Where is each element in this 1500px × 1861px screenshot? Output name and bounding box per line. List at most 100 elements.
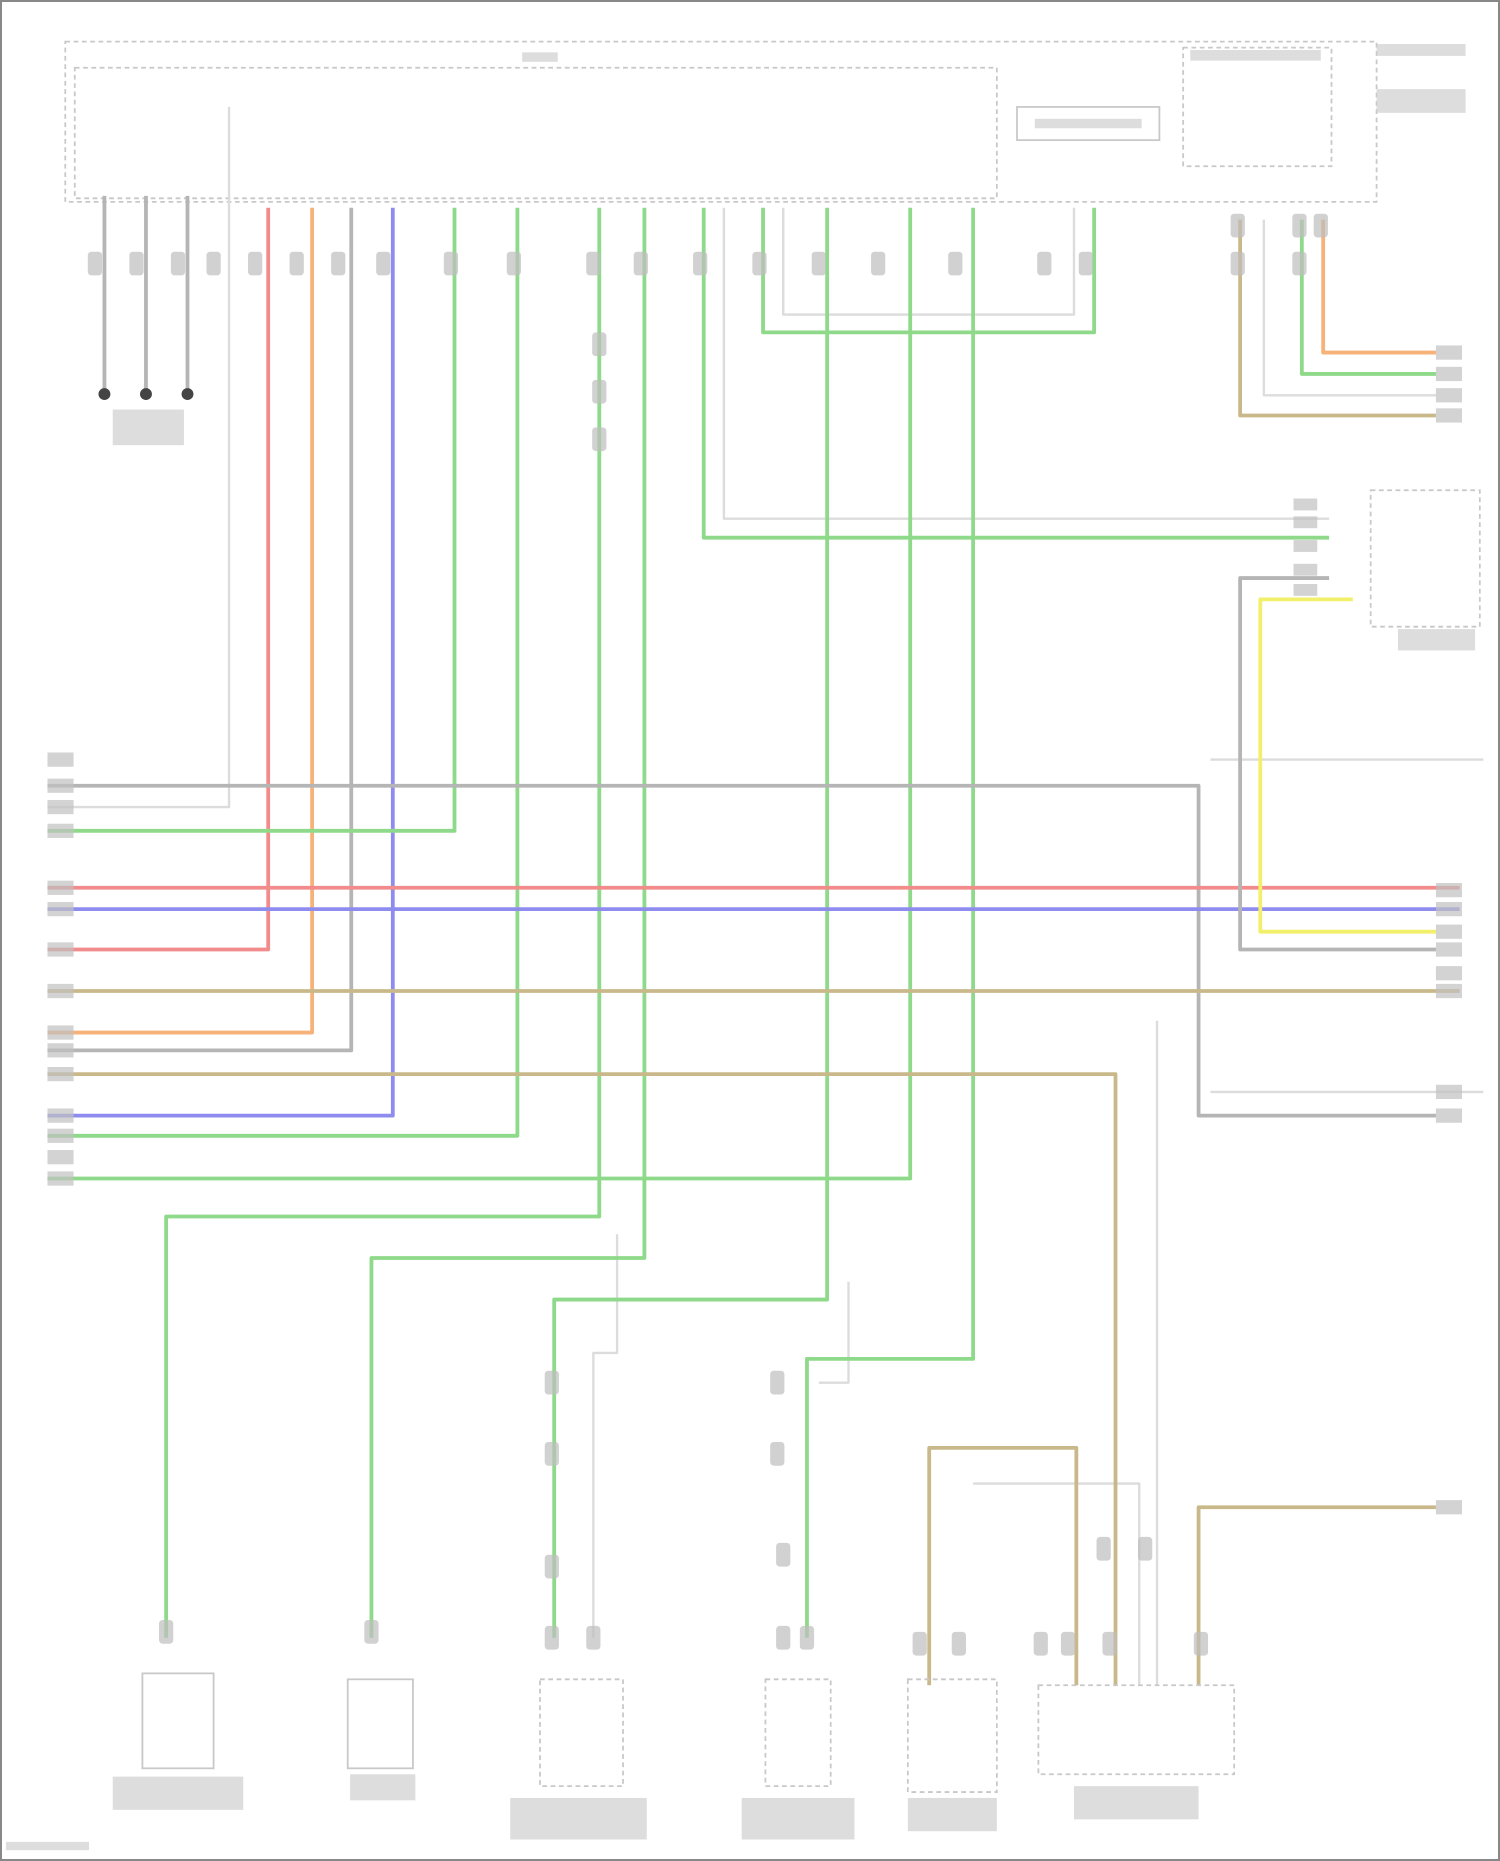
connector-icon bbox=[586, 251, 601, 276]
connector-icon bbox=[1435, 408, 1463, 423]
connector-icon bbox=[811, 251, 826, 276]
connector-icon bbox=[1435, 942, 1463, 957]
instrument-module-box bbox=[1182, 46, 1333, 168]
wire-yellow bbox=[1258, 597, 1436, 934]
connector-icon bbox=[770, 1441, 785, 1466]
connector-icon bbox=[47, 902, 74, 917]
wire-tan bbox=[927, 1446, 1079, 1686]
connector-icon bbox=[1313, 213, 1328, 238]
connector-icon bbox=[47, 799, 74, 815]
connector-icon bbox=[1096, 1536, 1111, 1561]
connector-icon bbox=[1060, 1631, 1076, 1656]
connector-icon bbox=[544, 1370, 559, 1395]
connector-icon bbox=[1435, 924, 1463, 939]
wire-light-grey bbox=[592, 1234, 619, 1638]
ground-point-icon bbox=[181, 388, 194, 401]
wire-light-grey bbox=[47, 106, 231, 809]
connector-icon bbox=[206, 251, 221, 276]
component-box-icon bbox=[1037, 1684, 1236, 1776]
connector-icon bbox=[871, 251, 886, 276]
wire-light-grey bbox=[782, 207, 1076, 316]
component-box-icon bbox=[906, 1678, 998, 1793]
connector-icon bbox=[1293, 498, 1318, 511]
connector-icon bbox=[1435, 388, 1463, 403]
connector-icon bbox=[47, 823, 74, 838]
connector-icon bbox=[912, 1631, 927, 1656]
connector-icon bbox=[1435, 983, 1463, 999]
diagram-id-label bbox=[5, 1841, 90, 1851]
component-label bbox=[1073, 1786, 1199, 1820]
connector-icon bbox=[87, 251, 103, 276]
ground-point-icon bbox=[140, 388, 152, 401]
connector-icon bbox=[1078, 251, 1093, 276]
component-box-icon bbox=[346, 1678, 414, 1770]
connector-icon bbox=[1435, 966, 1463, 981]
connector-icon bbox=[1102, 1631, 1117, 1656]
wire-green bbox=[701, 207, 1330, 540]
component-label bbox=[741, 1797, 855, 1840]
module-label bbox=[1376, 44, 1466, 56]
connector-icon bbox=[1037, 251, 1052, 276]
connector-icon bbox=[506, 251, 521, 276]
wire-green bbox=[552, 207, 830, 1638]
connector-icon bbox=[1293, 516, 1318, 529]
ground-point-icon bbox=[98, 388, 111, 401]
connector-icon bbox=[47, 1043, 74, 1058]
connector-icon bbox=[289, 251, 304, 276]
component-box-icon bbox=[141, 1672, 215, 1770]
connector-icon bbox=[47, 1108, 74, 1123]
connector-icon bbox=[1435, 902, 1463, 917]
connector-icon bbox=[1230, 251, 1245, 276]
connector-icon bbox=[752, 251, 767, 276]
connector-icon bbox=[1435, 883, 1463, 898]
right-component-box bbox=[1369, 489, 1481, 628]
connector-icon bbox=[47, 1150, 74, 1165]
connector-icon bbox=[47, 880, 74, 895]
connector-icon bbox=[248, 251, 263, 276]
connector-icon bbox=[47, 1171, 74, 1186]
connector-icon bbox=[951, 1631, 966, 1656]
wire-light-grey bbox=[973, 1482, 1141, 1686]
connector-icon bbox=[1138, 1536, 1153, 1561]
connector-icon bbox=[1230, 213, 1245, 238]
connector-icon bbox=[1435, 1500, 1463, 1515]
connector-icon bbox=[47, 1025, 74, 1040]
connector-icon bbox=[776, 1542, 791, 1567]
connector-icon bbox=[159, 1619, 174, 1644]
wire-green bbox=[164, 207, 602, 1638]
connector-icon bbox=[170, 251, 186, 276]
component-label bbox=[510, 1797, 647, 1840]
connector-icon bbox=[544, 1625, 559, 1650]
connector-icon bbox=[1435, 1084, 1463, 1100]
wire-grey bbox=[47, 207, 354, 1053]
component-label bbox=[907, 1797, 997, 1832]
wire-light-grey bbox=[818, 1281, 850, 1384]
wire-green bbox=[47, 207, 520, 1138]
connector-icon bbox=[1293, 583, 1318, 596]
connector-icon bbox=[1193, 1631, 1209, 1656]
module-label bbox=[522, 52, 558, 62]
wire-light-grey bbox=[1262, 219, 1436, 397]
ecm-outline bbox=[73, 66, 998, 200]
connector-icon bbox=[592, 427, 607, 452]
connector-icon bbox=[364, 1619, 379, 1644]
connector-icon bbox=[592, 332, 607, 357]
connector-icon bbox=[693, 251, 708, 276]
wire-orange bbox=[47, 207, 315, 1035]
connector-icon bbox=[376, 251, 391, 276]
component-box-icon bbox=[539, 1678, 624, 1788]
steering-unit-box bbox=[1016, 106, 1161, 142]
control-module-outline bbox=[64, 40, 1378, 203]
connector-icon bbox=[47, 942, 74, 957]
connector-icon bbox=[1293, 540, 1318, 552]
connector-icon bbox=[1435, 345, 1463, 360]
connector-icon bbox=[544, 1554, 559, 1579]
wire-red bbox=[47, 207, 271, 952]
connector-icon bbox=[47, 1128, 74, 1143]
module-label bbox=[1376, 89, 1466, 113]
connector-icon bbox=[633, 251, 648, 276]
connector-icon bbox=[1292, 213, 1307, 238]
connector-icon bbox=[1435, 366, 1463, 382]
